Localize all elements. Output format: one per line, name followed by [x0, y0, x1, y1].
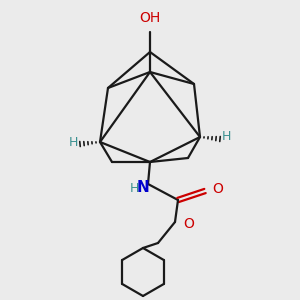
- Text: OH: OH: [140, 11, 160, 25]
- Text: H: H: [222, 130, 231, 143]
- Text: H: H: [129, 182, 139, 194]
- Text: H: H: [69, 136, 78, 148]
- Text: O: O: [212, 182, 223, 196]
- Text: O: O: [183, 217, 194, 231]
- Text: N: N: [136, 181, 149, 196]
